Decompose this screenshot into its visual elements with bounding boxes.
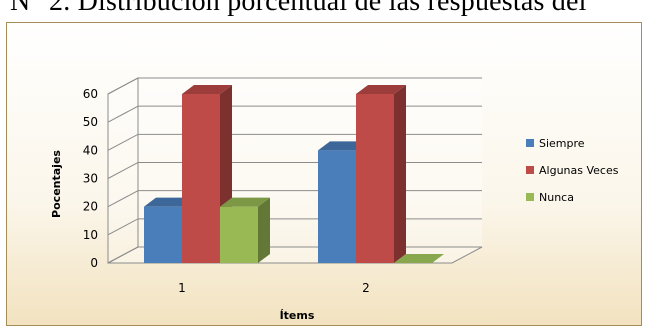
x-axis-title: Ítems	[280, 309, 315, 322]
y-tick-label: 60	[83, 87, 98, 101]
bar-front	[356, 94, 394, 263]
gridline	[107, 77, 482, 95]
bar-top	[220, 197, 270, 207]
y-tick-label: 20	[83, 200, 98, 214]
legend-swatch	[526, 193, 534, 201]
bar-front	[318, 150, 356, 263]
bar-side	[394, 85, 406, 263]
x-tick-label: 1	[178, 281, 186, 295]
bar-nunca-item-2	[394, 254, 444, 263]
bar-top	[182, 85, 232, 94]
bar-top	[144, 197, 194, 207]
x-tick-label: 2	[362, 281, 370, 295]
bar-top	[356, 85, 406, 94]
y-tick-label: 40	[83, 143, 98, 157]
legend-label: Siempre	[539, 137, 585, 150]
legend-swatch	[526, 166, 534, 174]
bar-top	[318, 141, 368, 151]
bar-top	[394, 254, 444, 263]
bar-front	[182, 94, 220, 263]
bar-algunas-veces-item-2	[356, 85, 406, 263]
y-tick-label: 30	[83, 172, 98, 186]
y-tick-label: 10	[83, 228, 98, 242]
legend-label: Nunca	[539, 191, 574, 204]
bar-side	[258, 197, 270, 263]
figure-caption: N° 2. Distribución porcentual de las res…	[0, 0, 648, 22]
bar-nunca-item-1	[220, 197, 270, 263]
y-tick-label: 50	[83, 115, 98, 129]
bar-front	[220, 206, 258, 263]
y-tick-label: 0	[90, 256, 98, 270]
y-axis-title: Pocentajes	[50, 150, 63, 218]
legend-label: Algunas Veces	[539, 164, 619, 177]
legend-swatch	[526, 139, 534, 147]
bar-front	[144, 206, 182, 263]
caption-text: N° 2. Distribución porcentual de las res…	[10, 0, 587, 17]
